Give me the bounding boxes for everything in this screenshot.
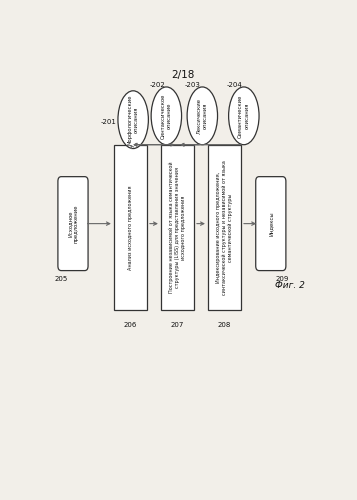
Ellipse shape xyxy=(228,87,259,144)
FancyBboxPatch shape xyxy=(256,176,286,270)
Ellipse shape xyxy=(187,87,217,144)
Text: 205: 205 xyxy=(55,276,68,281)
Text: Индексирование исходного предложения,
синтаксической структуры и независимой от : Индексирование исходного предложения, си… xyxy=(216,160,233,295)
FancyBboxPatch shape xyxy=(114,144,147,310)
Text: -202: -202 xyxy=(149,82,165,88)
FancyBboxPatch shape xyxy=(161,144,194,310)
Text: Морфологические
описания: Морфологические описания xyxy=(127,94,139,145)
Text: 209: 209 xyxy=(276,276,289,281)
Text: 206: 206 xyxy=(124,322,137,328)
Text: 207: 207 xyxy=(171,322,184,328)
Text: Индексы: Индексы xyxy=(268,212,273,236)
Text: Лексические
описания: Лексические описания xyxy=(197,98,208,134)
Ellipse shape xyxy=(118,91,149,148)
Ellipse shape xyxy=(151,87,182,144)
FancyBboxPatch shape xyxy=(58,176,88,270)
Text: 208: 208 xyxy=(218,322,231,328)
Text: -201: -201 xyxy=(101,118,116,124)
Text: Исходное
предложение: Исходное предложение xyxy=(67,204,79,243)
Text: Анализ исходного предложения: Анализ исходного предложения xyxy=(128,185,133,270)
FancyBboxPatch shape xyxy=(208,144,241,310)
Text: 2/18: 2/18 xyxy=(171,70,195,80)
Text: -203: -203 xyxy=(185,82,201,88)
Text: Фиг. 2: Фиг. 2 xyxy=(275,280,305,289)
Text: Семантические
описания: Семантические описания xyxy=(238,94,250,138)
Text: -204: -204 xyxy=(227,82,242,88)
Text: Синтаксическое
описание: Синтаксическое описание xyxy=(161,93,172,138)
Text: Построение независимой от языка семантической
структуры (LISS) для представления: Построение независимой от языка семантич… xyxy=(169,162,186,294)
